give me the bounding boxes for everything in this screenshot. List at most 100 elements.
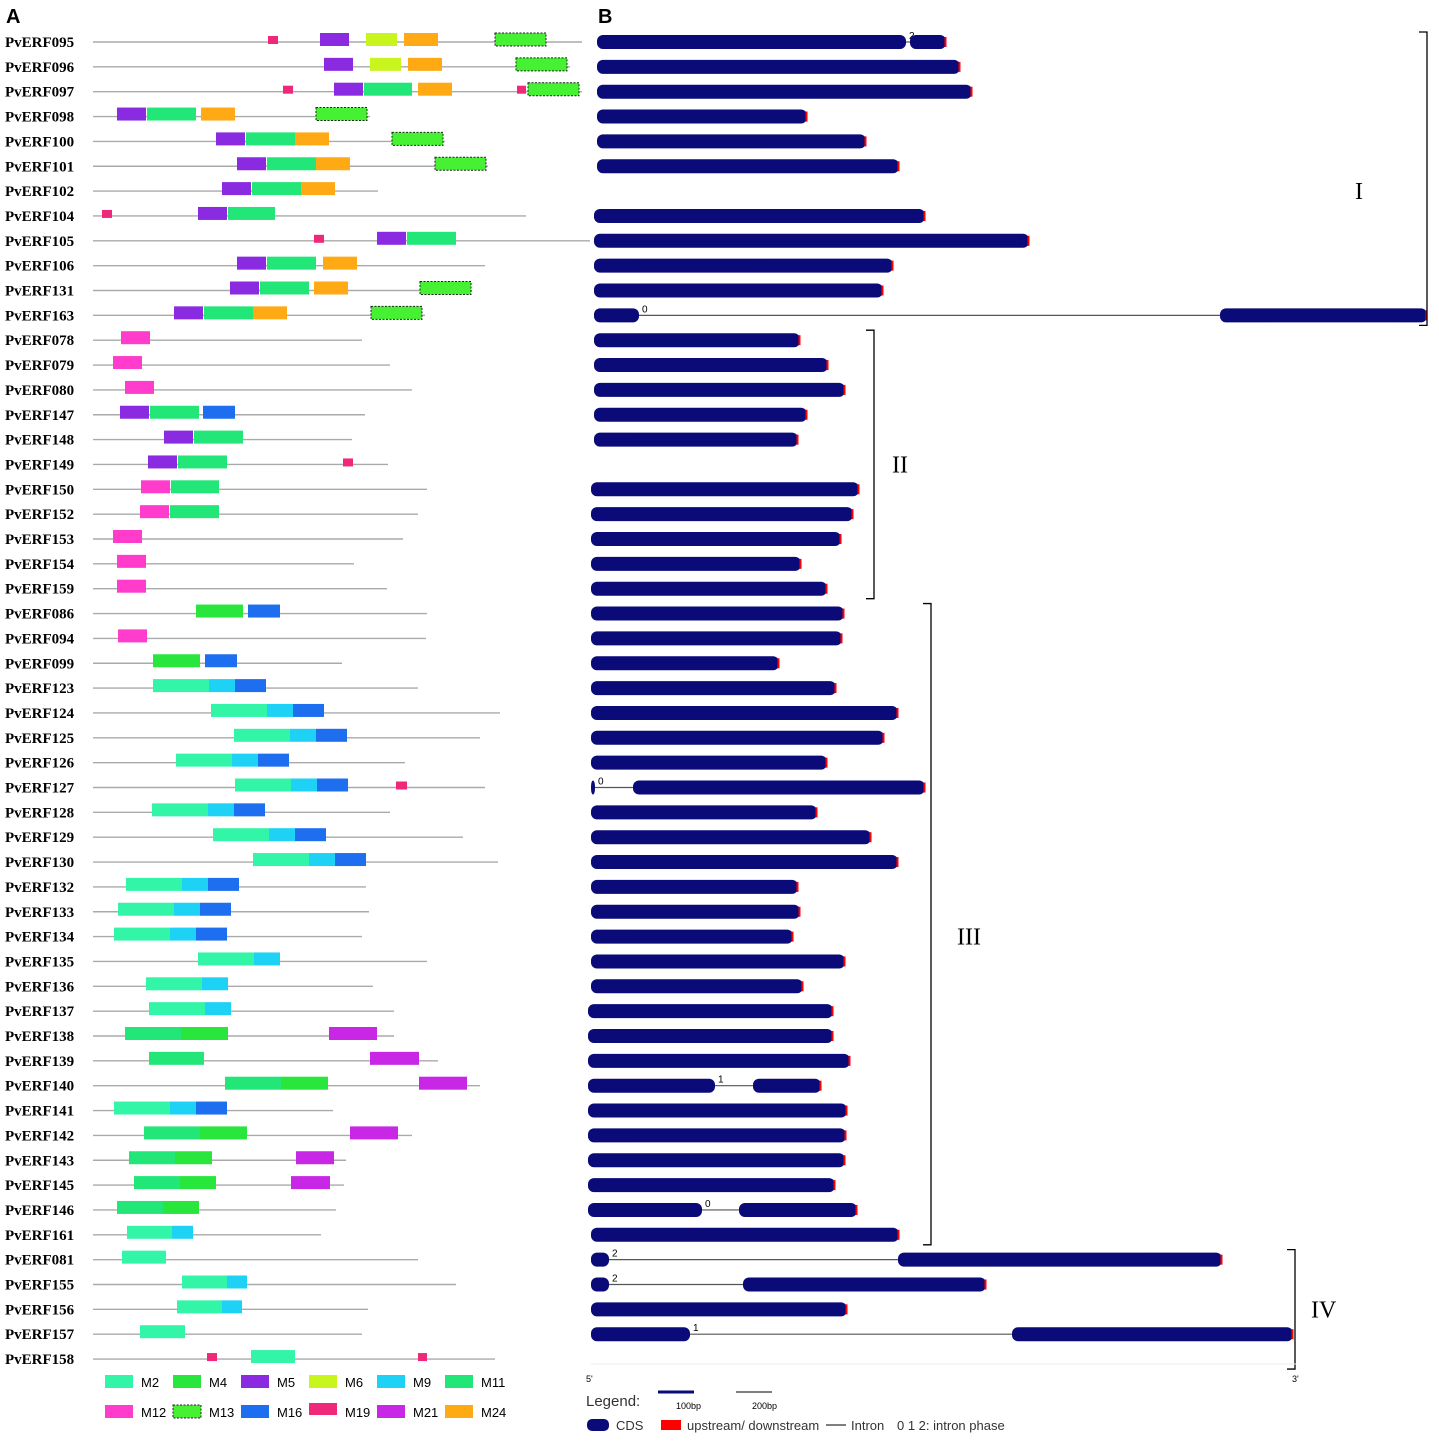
cds-exon xyxy=(591,507,853,522)
legend-item-m12: M12 xyxy=(105,1405,166,1420)
cds-exon xyxy=(597,35,906,49)
downstream-utr xyxy=(842,608,845,619)
intron-phase: 0 xyxy=(642,304,648,315)
scale-100-label: 100bp xyxy=(676,1401,701,1411)
motif-m5 xyxy=(120,405,149,419)
motif-m2 xyxy=(152,803,208,817)
motif-m11 xyxy=(267,157,316,171)
motif-m21 xyxy=(419,1076,467,1090)
downstream-utr xyxy=(882,732,885,743)
downstream-utr xyxy=(891,260,894,271)
motif-m5 xyxy=(320,33,349,46)
motif-m19 xyxy=(343,458,353,467)
gene-structure: 0 xyxy=(591,777,926,795)
cds-exon xyxy=(743,1277,986,1292)
gene-structure xyxy=(591,656,780,671)
cds-exon xyxy=(739,1202,857,1217)
cds-exon xyxy=(591,1252,609,1267)
legend-swatch xyxy=(377,1405,405,1418)
gene-structure xyxy=(591,979,804,994)
motif-m6 xyxy=(370,57,401,71)
gene-structure xyxy=(591,1227,900,1242)
intron-phase: 0 xyxy=(598,777,604,788)
motif-m2 xyxy=(198,952,254,966)
gene-row-PvERF125: PvERF125 xyxy=(5,728,885,747)
cds-exon xyxy=(588,1178,835,1193)
motif-m4 xyxy=(281,1076,328,1090)
motif-m19 xyxy=(283,85,293,94)
cds-exon xyxy=(588,1029,833,1043)
motif-m11 xyxy=(129,1151,175,1165)
gene-name: PvERF146 xyxy=(5,1203,75,1219)
intron-phase: 2 xyxy=(612,1249,618,1260)
downstream-utr xyxy=(897,161,900,172)
cds-exon xyxy=(591,656,779,671)
gene-row-PvERF154: PvERF154 xyxy=(5,554,802,573)
downstream-utr xyxy=(984,1279,987,1290)
downstream-utr xyxy=(1291,1329,1294,1340)
gene-structure: 1 xyxy=(588,1075,822,1093)
cds-exon xyxy=(591,730,884,745)
motif-m5 xyxy=(148,455,177,469)
downstream-utr xyxy=(845,1105,848,1116)
motif-m5 xyxy=(216,132,245,146)
cds-exon xyxy=(591,631,842,646)
motif-m9 xyxy=(232,753,258,767)
cds-exon xyxy=(591,705,898,720)
gene-row-PvERF079: PvERF079 xyxy=(5,356,829,374)
gene-row-PvERF099: PvERF099 xyxy=(5,654,780,672)
gene-name: PvERF105 xyxy=(5,234,74,250)
cds-exon xyxy=(591,805,817,820)
cds-exon xyxy=(597,109,807,124)
motif-m5 xyxy=(174,306,203,320)
motif-m16 xyxy=(317,778,348,792)
motif-m16 xyxy=(258,753,289,767)
gene-name: PvERF106 xyxy=(5,259,75,275)
gene-row-PvERF153: PvERF153 xyxy=(5,530,842,548)
motif-m5 xyxy=(334,82,363,96)
legend-swatch xyxy=(173,1375,201,1388)
gene-row-PvERF134: PvERF134 xyxy=(5,927,794,946)
gene-structure xyxy=(591,581,828,596)
motif-m19 xyxy=(268,36,278,44)
panel-label-b: B xyxy=(598,6,612,28)
cds-exon xyxy=(753,1078,821,1093)
gene-structure: 0 xyxy=(594,304,1428,323)
legend-swatch xyxy=(377,1375,405,1388)
motif-m9 xyxy=(269,828,295,842)
motif-m13 xyxy=(494,32,547,47)
downstream-utr xyxy=(843,384,846,395)
gene-name: PvERF101 xyxy=(5,159,74,175)
gene-name: PvERF097 xyxy=(5,85,75,101)
gene-row-PvERF139: PvERF139 xyxy=(5,1051,851,1070)
gene-structure xyxy=(591,556,802,571)
legend-label: M12 xyxy=(141,1405,166,1420)
cds-exon xyxy=(588,1078,715,1093)
motif-m21 xyxy=(291,1176,330,1190)
gene-row-PvERF146: PvERF146 0 xyxy=(5,1199,858,1219)
motif-m5 xyxy=(222,182,251,196)
gene-name: PvERF163 xyxy=(5,308,74,324)
motif-m11 xyxy=(228,206,275,220)
motif-m19 xyxy=(418,1353,427,1362)
motif-m12 xyxy=(141,480,170,494)
motif-m6 xyxy=(366,33,397,46)
motif-m24 xyxy=(323,256,357,270)
motif-m2 xyxy=(234,728,290,742)
gene-name: PvERF156 xyxy=(5,1302,75,1318)
motif-m4 xyxy=(196,604,243,618)
gene-name: PvERF150 xyxy=(5,482,74,498)
cds-exon xyxy=(597,59,960,74)
downstream-utr xyxy=(815,807,818,818)
motif-m2 xyxy=(146,977,202,991)
gene-row-PvERF106: PvERF106 xyxy=(5,256,894,275)
motif-m13 xyxy=(391,131,444,146)
downstream-utr xyxy=(831,1031,834,1041)
motif-m9 xyxy=(208,803,234,817)
gene-name: PvERF102 xyxy=(5,184,74,200)
motif-m11 xyxy=(147,107,196,121)
gene-row-PvERF131: PvERF131 xyxy=(5,281,884,300)
cds-exon xyxy=(588,1153,845,1168)
motif-m11 xyxy=(149,1051,204,1065)
